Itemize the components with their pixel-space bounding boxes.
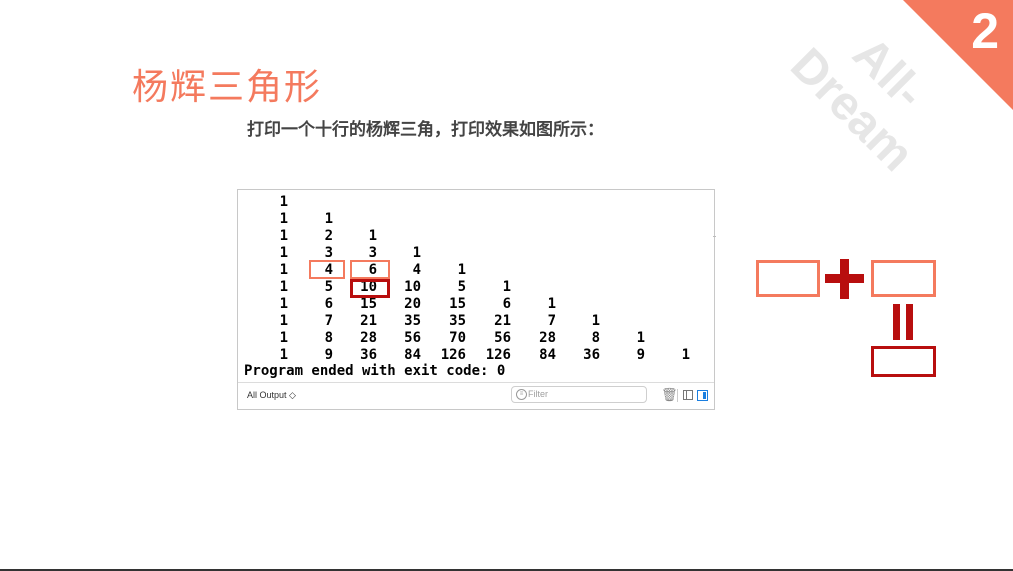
triangle-number: 1 (681, 347, 690, 363)
triangle-number: 1 (279, 194, 288, 210)
triangle-number: 1 (279, 211, 288, 227)
triangle-number: 20 (404, 296, 421, 312)
triangle-number: 1 (324, 211, 333, 227)
triangle-number: 1 (412, 245, 421, 261)
triangle-number: 1 (279, 279, 288, 295)
triangle-number: 10 (404, 279, 421, 295)
triangle-number: 3 (324, 245, 333, 261)
triangle-number: 8 (591, 330, 600, 346)
triangle-number: 56 (494, 330, 511, 346)
triangle-number: 1 (502, 279, 511, 295)
console-toolbar: All Output ◇ ≡ 🗑 (238, 382, 714, 409)
triangle-number: 7 (324, 313, 333, 329)
output-select[interactable]: All Output ◇ (247, 390, 296, 400)
triangle-number: 21 (494, 313, 511, 329)
slide-title: 杨辉三角形 (132, 67, 323, 108)
trash-icon[interactable]: 🗑 (661, 387, 678, 402)
triangle-number: 7 (547, 313, 556, 329)
triangle-number: 6 (324, 296, 333, 312)
triangle-number: 15 (449, 296, 466, 312)
triangle-number: 4 (324, 262, 333, 278)
equals-bar-left (893, 304, 900, 340)
triangle-number: 1 (279, 228, 288, 244)
triangle-number: 56 (404, 330, 421, 346)
equals-bar-right (906, 304, 913, 340)
triangle-number: 8 (324, 330, 333, 346)
triangle-number: 10 (360, 279, 377, 295)
triangle-number: 1 (457, 262, 466, 278)
triangle-number: 21 (360, 313, 377, 329)
exit-message: Program ended with exit code: 0 (244, 363, 506, 379)
pane-right-icon[interactable] (697, 390, 708, 401)
triangle-number: 36 (360, 347, 377, 363)
triangle-number: 9 (636, 347, 645, 363)
triangle-number: 70 (449, 330, 466, 346)
triangle-number: 1 (279, 313, 288, 329)
triangle-number: 84 (539, 347, 556, 363)
formula-box-result (871, 346, 936, 377)
triangle-number: 1 (279, 347, 288, 363)
triangle-number: 2 (324, 228, 333, 244)
plus-sign-vertical (840, 259, 849, 299)
triangle-number: 9 (324, 347, 333, 363)
triangle-number: 36 (583, 347, 600, 363)
filter-field[interactable]: ≡ (511, 386, 647, 403)
triangle-number: 6 (368, 262, 377, 278)
triangle-number: 35 (404, 313, 421, 329)
toolbar-divider (677, 389, 678, 402)
triangle-number: 1 (547, 296, 556, 312)
triangle-number: 1 (279, 296, 288, 312)
triangle-number: 28 (360, 330, 377, 346)
triangle-number: 84 (404, 347, 421, 363)
triangle-number: 1 (279, 245, 288, 261)
triangle-number: 126 (485, 347, 511, 363)
slide-number: 2 (971, 3, 999, 59)
corner-triangle (903, 0, 1013, 110)
triangle-number: 1 (591, 313, 600, 329)
triangle-number: 1 (368, 228, 377, 244)
highlight-box-10 (350, 279, 390, 298)
highlight-box-6 (350, 260, 390, 279)
triangle-number: 5 (457, 279, 466, 295)
bottom-rule (0, 569, 1013, 571)
filter-input[interactable] (528, 388, 638, 400)
formula-box-left (756, 260, 820, 297)
formula-box-right (871, 260, 936, 297)
triangle-number: 6 (502, 296, 511, 312)
triangle-number: 3 (368, 245, 377, 261)
console-window: 1 9 36 84 126 126 84 36 9 1 1 8 28 56 70 56 28 8 1 1 7 21 35 35… (237, 189, 716, 410)
triangle-number: 1 (279, 262, 288, 278)
scroll-indicator (713, 236, 716, 237)
triangle-number: 126 (440, 347, 466, 363)
console-output: 1 9 36 84 126 126 84 36 9 1 1 8 28 56 70 56 28 8 1 1 7 21 35 35… (238, 190, 714, 382)
triangle-number: 28 (539, 330, 556, 346)
triangle-number: 1 (636, 330, 645, 346)
triangle-number: 4 (412, 262, 421, 278)
triangle-number: 1 (279, 330, 288, 346)
triangle-number: 5 (324, 279, 333, 295)
triangle-number: 15 (360, 296, 377, 312)
slide-subtitle: 打印一个十行的杨辉三角，打印效果如图所示： (247, 120, 604, 140)
pane-left-icon[interactable] (683, 390, 693, 400)
filter-icon: ≡ (516, 389, 527, 400)
triangle-number: 35 (449, 313, 466, 329)
highlight-box-4 (309, 260, 345, 279)
